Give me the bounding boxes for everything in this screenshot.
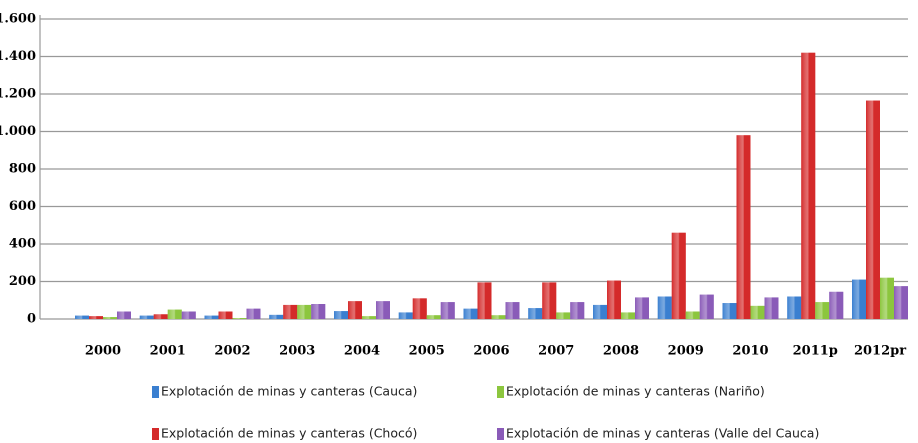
y-tick-label: 1.600 <box>0 12 36 27</box>
bar-shine <box>75 315 89 319</box>
x-tick-label: 2010 <box>732 344 768 359</box>
y-tick-label: 0 <box>27 312 36 327</box>
bar-shine <box>348 301 362 319</box>
y-tick-label: 1.200 <box>0 87 36 102</box>
bar-shine <box>89 316 103 319</box>
bar-shine <box>103 317 117 319</box>
x-tick-label: 2004 <box>344 344 380 359</box>
legend-label: Explotación de minas y canteras (Valle d… <box>506 426 819 441</box>
bar-shine <box>181 311 196 319</box>
x-tick-label: 2006 <box>473 344 509 359</box>
bar-shine <box>801 52 816 319</box>
bar-shine <box>412 298 427 319</box>
x-tick-label: 2012pr <box>854 344 906 359</box>
legend-label: Explotación de minas y canteras (Nariño) <box>506 384 765 399</box>
bar-shine <box>269 314 284 319</box>
bar-shine <box>866 100 880 319</box>
x-tick-label: 2005 <box>409 344 445 359</box>
bar-shine <box>117 311 131 319</box>
bar-shine <box>593 304 607 319</box>
x-tick-label: 2007 <box>538 344 574 359</box>
y-tick-label: 1.000 <box>0 124 36 139</box>
legend-label: Explotación de minas y canteras (Chocó) <box>161 426 417 441</box>
bar-shine <box>750 305 765 319</box>
bar-shine <box>139 315 154 319</box>
bar-shine <box>491 315 506 319</box>
legend-swatch <box>497 428 504 440</box>
bar-shine <box>542 282 557 319</box>
bar-shine <box>167 309 182 319</box>
x-tick-label: 2002 <box>214 344 250 359</box>
bar-shine <box>232 318 247 319</box>
bar-shine <box>153 314 168 319</box>
bar-shine <box>685 311 700 319</box>
legend-label: Explotación de minas y canteras (Cauca) <box>161 384 417 399</box>
bar-shine <box>722 303 737 319</box>
bar-shine <box>204 315 219 319</box>
bar-shine <box>398 312 413 319</box>
bar-shine <box>463 308 478 319</box>
bar-shine <box>699 294 714 319</box>
y-tick-label: 600 <box>9 199 36 214</box>
x-tick-label: 2003 <box>279 344 315 359</box>
bar-shine <box>607 280 621 319</box>
bar-shine <box>657 296 672 319</box>
bar-shine <box>570 302 585 319</box>
bar-shine <box>440 302 455 319</box>
bar-shine <box>426 315 441 319</box>
bar-shine <box>894 286 908 319</box>
legend-swatch <box>497 386 504 398</box>
bar-shine <box>671 232 686 319</box>
bar-shine <box>246 308 261 319</box>
bar-shine <box>283 304 298 319</box>
bar-shine <box>556 312 571 319</box>
x-tick-label: 2011p <box>793 344 838 359</box>
y-tick-label: 1.400 <box>0 49 36 64</box>
bar-shine <box>736 135 751 319</box>
bar-shine <box>218 311 233 319</box>
legend-swatch <box>152 386 159 398</box>
bar-shine <box>635 297 649 319</box>
bar-shine <box>334 311 348 319</box>
y-tick-label: 400 <box>9 237 36 252</box>
y-tick-label: 200 <box>9 274 36 289</box>
bar-shine <box>764 297 779 319</box>
x-tick-label: 2009 <box>668 344 704 359</box>
bar-shine <box>829 291 844 319</box>
x-tick-label: 2001 <box>150 344 186 359</box>
bar-shine <box>477 282 492 319</box>
bar-shine <box>505 302 520 319</box>
bar-shine <box>621 312 635 319</box>
bar-shine <box>362 316 376 319</box>
bar-shine <box>297 304 312 319</box>
bar-shine <box>311 304 326 319</box>
bar-shine <box>376 301 390 319</box>
x-tick-label: 2008 <box>603 344 639 359</box>
bar-shine <box>528 308 543 319</box>
bar-shine <box>880 277 894 319</box>
bar-shine <box>815 302 830 319</box>
legend-swatch <box>152 428 159 440</box>
y-tick-label: 800 <box>9 162 36 177</box>
bar-shine <box>787 296 802 319</box>
x-tick-label: 2000 <box>85 344 121 359</box>
bar-shine <box>852 279 866 319</box>
